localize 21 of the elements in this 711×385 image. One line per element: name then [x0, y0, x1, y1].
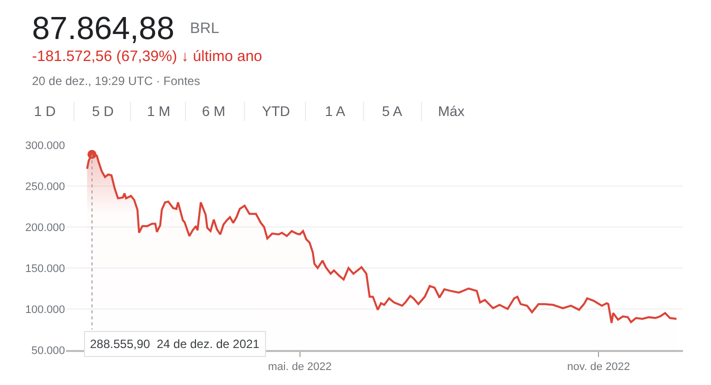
- text: 5 D: [92, 103, 114, 119]
- text: 1 A: [325, 103, 346, 119]
- y-tick-label: 200.000: [25, 222, 65, 234]
- text: 1 M: [147, 103, 170, 119]
- y-tick-label: 150.000: [25, 262, 65, 275]
- y-tick-label: 50.000: [31, 344, 65, 357]
- y-tick-label: 250.000: [25, 180, 65, 193]
- annotation: 288.555,90 24 de dez. de 2021: [90, 337, 260, 351]
- text: 6 M: [202, 103, 226, 119]
- chart-title: 87.864,88: [32, 10, 174, 46]
- text: 20 de dez., 19:29 UTC · Fontes: [32, 74, 200, 88]
- text: YTD: [262, 103, 290, 119]
- text: BRL: [190, 20, 220, 37]
- y-tick-label: 100.000: [25, 304, 65, 316]
- text: Máx: [438, 103, 464, 119]
- y-tick-label: 300.000: [25, 140, 65, 152]
- text: 5 A: [382, 103, 403, 119]
- x-tick-label: mai. de 2022: [268, 361, 332, 374]
- text: 1 D: [34, 103, 56, 119]
- chart-subtitle: -181.572,56 (67,39%) ↓ último ano: [32, 48, 262, 65]
- x-tick-label: nov. de 2022: [567, 361, 630, 374]
